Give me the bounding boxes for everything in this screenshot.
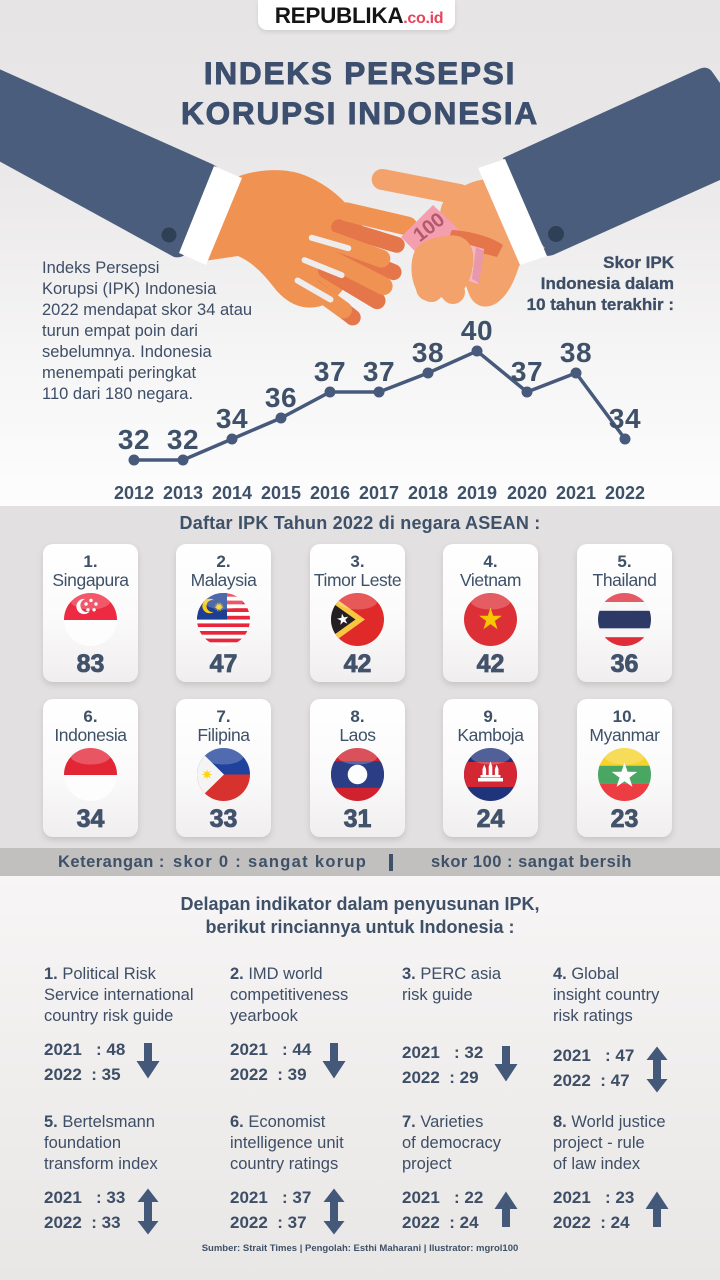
- svg-text:34: 34: [609, 403, 641, 434]
- svg-text:2015: 2015: [261, 483, 301, 503]
- svg-text:2021: 2021: [556, 483, 596, 503]
- svg-text:2020: 2020: [507, 483, 547, 503]
- svg-text:2018: 2018: [408, 483, 448, 503]
- svg-text:38: 38: [412, 337, 444, 368]
- svg-text:37: 37: [363, 356, 395, 387]
- svg-text:40: 40: [461, 315, 493, 346]
- svg-text:38: 38: [560, 337, 592, 368]
- svg-text:2014: 2014: [212, 483, 252, 503]
- svg-text:2022: 2022: [605, 483, 645, 503]
- svg-text:34: 34: [216, 403, 248, 434]
- svg-text:2013: 2013: [163, 483, 203, 503]
- svg-text:2016: 2016: [310, 483, 350, 503]
- svg-text:2012: 2012: [114, 483, 154, 503]
- svg-text:37: 37: [511, 356, 543, 387]
- svg-text:32: 32: [167, 424, 199, 455]
- svg-text:36: 36: [265, 382, 297, 413]
- svg-text:2019: 2019: [457, 483, 497, 503]
- svg-text:2017: 2017: [359, 483, 399, 503]
- svg-text:32: 32: [118, 424, 150, 455]
- svg-text:37: 37: [314, 356, 346, 387]
